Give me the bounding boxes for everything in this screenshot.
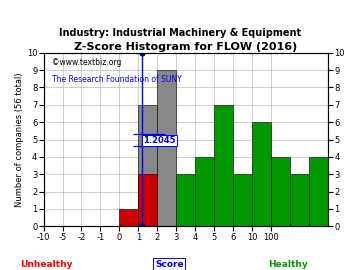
Text: Industry: Industrial Machinery & Equipment: Industry: Industrial Machinery & Equipme… (59, 28, 301, 38)
Bar (139, 105, 157, 226)
Bar (271, 157, 290, 226)
Bar (252, 122, 271, 226)
Text: The Research Foundation of SUNY: The Research Foundation of SUNY (52, 75, 182, 84)
Bar (139, 174, 157, 226)
Bar (309, 157, 328, 226)
Bar (195, 157, 214, 226)
Text: Unhealthy: Unhealthy (21, 260, 73, 269)
Y-axis label: Number of companies (56 total): Number of companies (56 total) (15, 72, 24, 207)
Bar (214, 105, 233, 226)
Bar (157, 70, 176, 226)
Bar (176, 174, 195, 226)
Text: ©www.textbiz.org: ©www.textbiz.org (52, 58, 121, 67)
Text: Healthy: Healthy (268, 260, 308, 269)
Text: Score: Score (155, 260, 184, 269)
Bar (120, 209, 139, 226)
Title: Z-Score Histogram for FLOW (2016): Z-Score Histogram for FLOW (2016) (74, 42, 297, 52)
Bar (290, 174, 309, 226)
Bar (233, 174, 252, 226)
Text: 1.2045: 1.2045 (143, 136, 176, 145)
